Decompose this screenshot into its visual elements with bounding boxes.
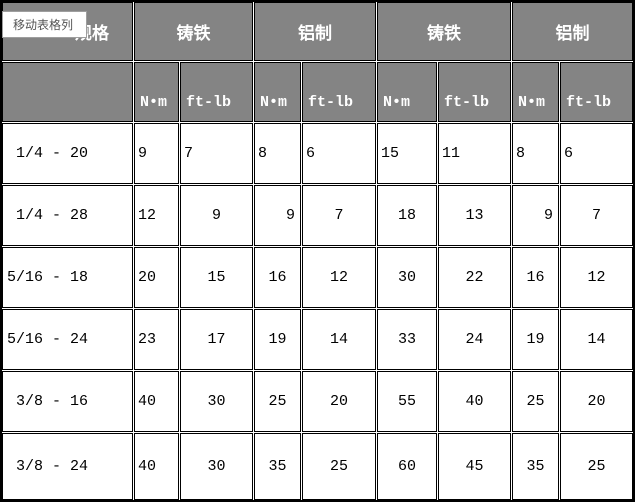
data-cell: 7 xyxy=(180,123,253,184)
data-cell: 20 xyxy=(302,371,376,432)
data-cell: 35 xyxy=(512,433,559,500)
data-cell: 33 xyxy=(377,309,437,370)
row-label: 3/8 - 24 xyxy=(2,433,133,500)
data-cell: 35 xyxy=(254,433,301,500)
data-cell: 9 xyxy=(134,123,179,184)
data-cell: 60 xyxy=(377,433,437,500)
data-cell: 8 xyxy=(512,123,559,184)
data-cell: 22 xyxy=(438,247,511,308)
data-cell: 9 xyxy=(180,185,253,246)
row-label: 1/4 - 20 xyxy=(2,123,133,184)
data-cell: 20 xyxy=(560,371,633,432)
data-cell: 11 xyxy=(438,123,511,184)
data-cell: 55 xyxy=(377,371,437,432)
unit-header-ftlb-1[interactable]: ft-lb xyxy=(180,62,253,122)
group-header-cast-iron-1[interactable]: 铸铁 xyxy=(134,2,253,61)
data-cell: 7 xyxy=(302,185,376,246)
data-cell: 18 xyxy=(377,185,437,246)
data-cell: 17 xyxy=(180,309,253,370)
data-cell: 9 xyxy=(512,185,559,246)
group-header-aluminum-2[interactable]: 铝制 xyxy=(512,2,633,61)
row-label: 3/8 - 16 xyxy=(2,371,133,432)
data-cell: 23 xyxy=(134,309,179,370)
data-cell: 30 xyxy=(180,433,253,500)
data-cell: 45 xyxy=(438,433,511,500)
unit-header-nm-1[interactable]: N•m xyxy=(134,62,179,122)
data-cell: 30 xyxy=(377,247,437,308)
row-label: 1/4 - 28 xyxy=(2,185,133,246)
group-header-cast-iron-2[interactable]: 铸铁 xyxy=(377,2,511,61)
unit-header-ftlb-3[interactable]: ft-lb xyxy=(438,62,511,122)
data-cell: 19 xyxy=(512,309,559,370)
tooltip-label: 移动表格列 xyxy=(13,18,74,32)
data-cell: 40 xyxy=(134,433,179,500)
unit-header-nm-3[interactable]: N•m xyxy=(377,62,437,122)
data-cell: 16 xyxy=(512,247,559,308)
data-cell: 25 xyxy=(302,433,376,500)
tooltip: 移动表格列 xyxy=(2,11,87,38)
unit-header-spacer xyxy=(2,62,133,122)
data-cell: 20 xyxy=(134,247,179,308)
data-cell: 30 xyxy=(180,371,253,432)
group-header-aluminum-1[interactable]: 铝制 xyxy=(254,2,376,61)
data-cell: 25 xyxy=(512,371,559,432)
data-cell: 8 xyxy=(254,123,301,184)
data-cell: 13 xyxy=(438,185,511,246)
data-cell: 40 xyxy=(134,371,179,432)
data-cell: 24 xyxy=(438,309,511,370)
data-cell: 15 xyxy=(377,123,437,184)
data-cell: 25 xyxy=(254,371,301,432)
data-cell: 12 xyxy=(134,185,179,246)
data-cell: 14 xyxy=(302,309,376,370)
data-cell: 15 xyxy=(180,247,253,308)
unit-header-nm-4[interactable]: N•m xyxy=(512,62,559,122)
data-cell: 40 xyxy=(438,371,511,432)
data-cell: 6 xyxy=(560,123,633,184)
unit-header-ftlb-2[interactable]: ft-lb xyxy=(302,62,376,122)
data-cell: 7 xyxy=(560,185,633,246)
row-label: 5/16 - 18 xyxy=(2,247,133,308)
unit-header-ftlb-4[interactable]: ft-lb xyxy=(560,62,633,122)
data-cell: 14 xyxy=(560,309,633,370)
data-cell: 12 xyxy=(302,247,376,308)
row-label: 5/16 - 24 xyxy=(2,309,133,370)
data-cell: 12 xyxy=(560,247,633,308)
data-cell: 19 xyxy=(254,309,301,370)
data-cell: 9 xyxy=(254,185,301,246)
data-cell: 25 xyxy=(560,433,633,500)
unit-header-nm-2[interactable]: N•m xyxy=(254,62,301,122)
data-cell: 16 xyxy=(254,247,301,308)
data-cell: 6 xyxy=(302,123,376,184)
